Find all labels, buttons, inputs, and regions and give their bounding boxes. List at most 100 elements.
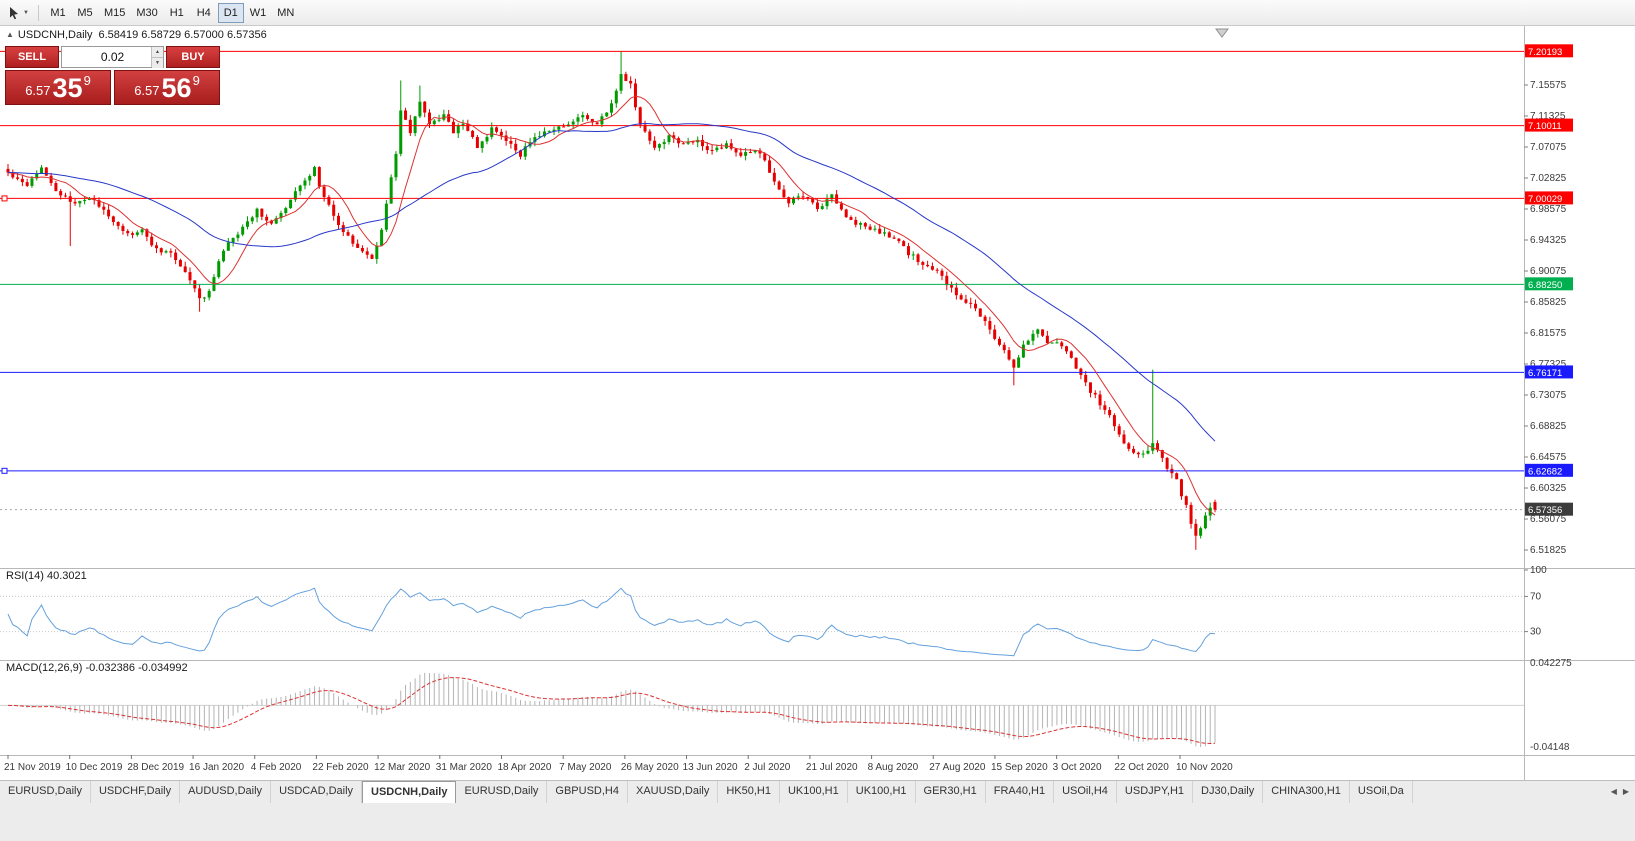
svg-text:6.51825: 6.51825 <box>1530 545 1567 556</box>
sell-price-point: 9 <box>83 73 91 88</box>
svg-text:6.77325: 6.77325 <box>1530 359 1567 370</box>
volume-increase-button[interactable]: ▲ <box>152 47 163 58</box>
svg-text:6.94325: 6.94325 <box>1530 235 1567 246</box>
chart-background <box>0 26 1635 780</box>
chart-tab-11-ger30-h1[interactable]: GER30,H1 <box>916 781 986 803</box>
svg-text:3 Oct 2020: 3 Oct 2020 <box>1053 762 1102 773</box>
svg-text:7.20193: 7.20193 <box>1528 47 1562 58</box>
macd-signal-line <box>7 677 1216 745</box>
toolbar-separator <box>37 4 39 21</box>
volume-decrease-button[interactable]: ▼ <box>152 58 163 68</box>
hline-handle <box>1 195 8 202</box>
svg-text:7.02825: 7.02825 <box>1530 173 1567 184</box>
svg-text:10 Dec 2019: 10 Dec 2019 <box>66 762 123 773</box>
chart-tab-bar: EURUSD,Daily USDCHF,Daily AUDUSD,Daily USDC… <box>0 780 1635 803</box>
timeframe-group: M1 M5 M15 M30 H1 H4 D1 W1 MN <box>45 2 300 23</box>
chart-tab-12-fra40-h1[interactable]: FRA40,H1 <box>986 781 1055 803</box>
svg-text:13 Jun 2020: 13 Jun 2020 <box>683 762 738 773</box>
chart-tab-2-audusd-daily[interactable]: AUDUSD,Daily <box>180 781 272 803</box>
timeframe-button-m5[interactable]: M5 <box>77 6 93 19</box>
svg-text:27 Aug 2020: 27 Aug 2020 <box>929 762 986 773</box>
sell-price-base: 6.57 <box>25 83 51 98</box>
svg-text:6.90075: 6.90075 <box>1530 266 1567 277</box>
macd-indicator-label: MACD(12,26,9) -0.032386 -0.034992 <box>6 662 188 674</box>
svg-text:15 Sep 2020: 15 Sep 2020 <box>991 762 1048 773</box>
buy-price-point: 9 <box>192 73 200 88</box>
volume-spinner: ▲ ▼ <box>151 47 163 68</box>
chart-tab-9-uk100-h1[interactable]: UK100,H1 <box>780 781 848 803</box>
svg-text:18 Apr 2020: 18 Apr 2020 <box>497 762 551 773</box>
hline-handle <box>1 467 8 474</box>
trade-prices-row: 6.57 35 9 6.57 56 9 <box>5 70 220 105</box>
svg-text:6.98575: 6.98575 <box>1530 204 1567 215</box>
svg-text:8 Aug 2020: 8 Aug 2020 <box>868 762 919 773</box>
candlestick-layer <box>6 51 1217 550</box>
timeframe-button-m1[interactable]: M1 <box>50 6 66 19</box>
svg-text:28 Dec 2019: 28 Dec 2019 <box>127 762 184 773</box>
price-badge-7.20193 <box>1525 44 1573 58</box>
svg-text:22 Oct 2020: 22 Oct 2020 <box>1114 762 1169 773</box>
price-badge-6.62682 <box>1525 463 1573 477</box>
timeframe-button-mn[interactable]: MN <box>277 6 295 19</box>
buy-price-display[interactable]: 6.57 56 9 <box>114 70 220 105</box>
timeframe-toolbar: ▼ M1 M5 M15 M30 H1 H4 D1 W1 MN <box>0 0 1635 26</box>
chart-tab-17-usoil-da[interactable]: USOil,Da <box>1350 781 1413 803</box>
timeframe-button-m15[interactable]: M15 <box>103 6 126 19</box>
sell-price-display[interactable]: 6.57 35 9 <box>5 70 111 105</box>
chart-tab-16-china300-h1[interactable]: CHINA300,H1 <box>1263 781 1350 803</box>
cursor-tool-button[interactable]: ▼ <box>4 3 32 23</box>
rsi-line <box>7 587 1216 657</box>
chart-tab-1-usdchf-daily[interactable]: USDCHF,Daily <box>91 781 181 803</box>
chart-tab-3-usdcad-daily[interactable]: USDCAD,Daily <box>271 781 363 803</box>
svg-text:70: 70 <box>1530 591 1542 602</box>
timeframe-button-h4[interactable]: H4 <box>196 6 211 19</box>
timeframe-button-h1[interactable]: H1 <box>169 6 184 19</box>
sell-button[interactable]: SELL <box>5 46 59 68</box>
chart-shift-marker[interactable] <box>1215 28 1229 38</box>
chart-tab-15-dj30-daily[interactable]: DJ30,Daily <box>1193 781 1264 803</box>
svg-text:7 May 2020: 7 May 2020 <box>559 762 612 773</box>
svg-text:21 Nov 2019: 21 Nov 2019 <box>4 762 61 773</box>
svg-text:6.62682: 6.62682 <box>1528 466 1562 477</box>
ma-slow-line <box>7 122 1216 442</box>
caret-down-icon: ▼ <box>23 9 29 16</box>
chart-tab-8-hk50-h1[interactable]: HK50,H1 <box>718 781 780 803</box>
volume-field[interactable]: 0.02 ▲ ▼ <box>61 46 164 68</box>
buy-price-base: 6.57 <box>134 83 160 98</box>
date-axis: 21 Nov 2019 10 Dec 2019 28 Dec 2019 16 Jan … <box>4 755 1233 773</box>
chart-tab-6-gbpusd-h4[interactable]: GBPUSD,H4 <box>547 781 628 803</box>
chart-tab-5-eurusd-daily[interactable]: EURUSD,Daily <box>456 781 548 803</box>
svg-text:6.81575: 6.81575 <box>1530 328 1567 339</box>
svg-text:100: 100 <box>1530 565 1547 576</box>
chart-tab-4-usdcnh-daily[interactable]: USDCNH,Daily <box>362 781 457 803</box>
one-click-panel-toggle[interactable]: ▲ <box>6 30 14 39</box>
chart-tab-13-usoil-h4[interactable]: USOil,H4 <box>1054 781 1117 803</box>
timeframe-button-w1[interactable]: W1 <box>249 6 267 19</box>
chart-tab-7-xauusd-daily[interactable]: XAUUSD,Daily <box>628 781 719 803</box>
tab-scroll-right-button[interactable]: ▶ <box>1622 787 1629 796</box>
svg-text:2 Jul 2020: 2 Jul 2020 <box>744 762 791 773</box>
current-price-badge <box>1525 502 1573 516</box>
svg-text:7.15575: 7.15575 <box>1530 80 1567 91</box>
price-badge-6.76171 <box>1525 365 1573 379</box>
chart-tab-10-uk100-h1[interactable]: UK100,H1 <box>848 781 916 803</box>
volume-value: 0.02 <box>100 50 125 64</box>
timeframe-button-m30[interactable]: M30 <box>136 6 158 19</box>
chart-tabs: EURUSD,Daily USDCHF,Daily AUDUSD,Daily USDC… <box>0 781 1605 803</box>
svg-text:6.88250: 6.88250 <box>1528 280 1562 291</box>
svg-text:6.57356: 6.57356 <box>1528 505 1562 516</box>
timeframe-button-d1[interactable]: D1 <box>217 2 244 23</box>
cursor-icon <box>10 6 18 19</box>
svg-text:26 May 2020: 26 May 2020 <box>621 762 679 773</box>
svg-text:21 Jul 2020: 21 Jul 2020 <box>806 762 858 773</box>
tab-scroll-left-button[interactable]: ◀ <box>1610 787 1617 796</box>
svg-text:22 Feb 2020: 22 Feb 2020 <box>312 762 369 773</box>
buy-button[interactable]: BUY <box>166 46 220 68</box>
chart-tab-14-usdjpy-h1[interactable]: USDJPY,H1 <box>1117 781 1194 803</box>
chart-canvas[interactable]: 21 Nov 2019 10 Dec 2019 28 Dec 2019 16 Jan … <box>0 26 1635 781</box>
price-badge-7.00029 <box>1525 191 1573 205</box>
horizontal-lines-layer[interactable] <box>0 50 1524 474</box>
svg-text:7.10011: 7.10011 <box>1528 121 1562 132</box>
chart-legend: ▲ USDCNH,Daily 6.58419 6.58729 6.57000 6.5… <box>6 29 267 41</box>
chart-tab-0-eurusd-daily[interactable]: EURUSD,Daily <box>0 781 91 803</box>
